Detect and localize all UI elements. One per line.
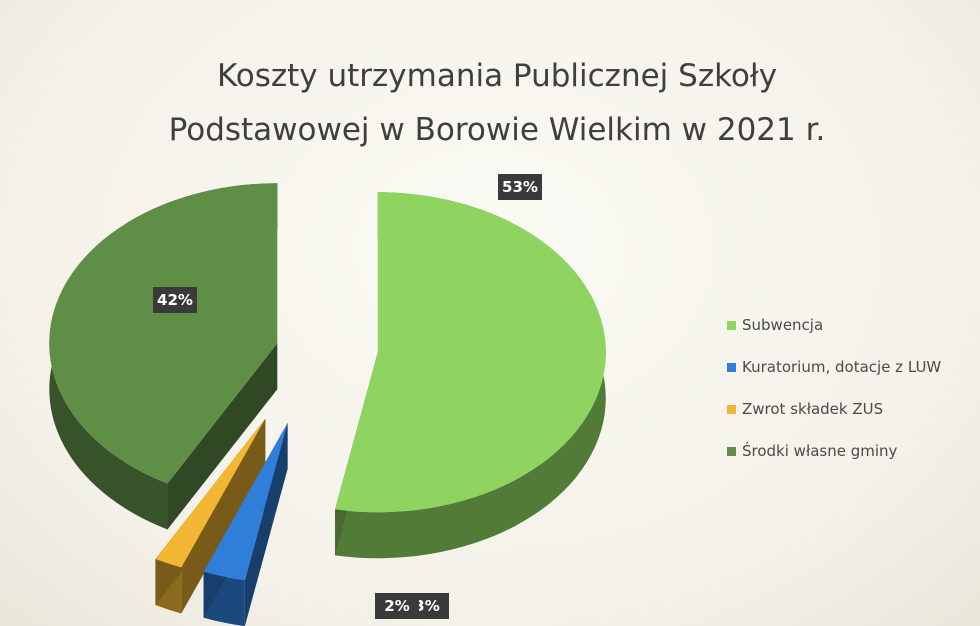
data-label-bg-2 (375, 593, 419, 619)
data-label-3: 42% (157, 291, 193, 309)
slice-wall-a-3 (167, 343, 278, 530)
data-label-bg-0 (498, 174, 542, 200)
chart-title-line-1: Koszty utrzymania Publicznej Szkoły (217, 58, 777, 94)
slice-1[interactable] (203, 422, 288, 581)
data-label-2: 2% (384, 597, 409, 615)
slice-2[interactable] (155, 418, 266, 568)
legend: Subwencja Kuratorium, dotacje z LUW Zwrot … (727, 316, 941, 460)
legend-entry-0[interactable]: Subwencja (742, 316, 823, 334)
legend-swatch-3 (727, 447, 736, 456)
slice-0[interactable] (335, 192, 606, 513)
slice-3[interactable] (49, 183, 278, 484)
legend-swatch-2 (727, 405, 736, 414)
data-label-1: 3% (414, 597, 439, 615)
legend-swatch-1 (727, 363, 736, 372)
legend-entry-3[interactable]: Środki własne gminy (742, 441, 898, 460)
data-labels: 53% 3% 2% 42% (153, 174, 542, 619)
data-label-bg-3 (153, 287, 197, 313)
legend-entry-2[interactable]: Zwrot składek ZUS (742, 400, 883, 418)
pie-slices (49, 183, 606, 626)
chart-title-line-2: Podstawowej w Borowie Wielkim w 2021 r. (169, 112, 826, 148)
legend-swatch-0 (727, 321, 736, 330)
data-label-0: 53% (502, 178, 538, 196)
legend-entry-1[interactable]: Kuratorium, dotacje z LUW (742, 358, 941, 376)
